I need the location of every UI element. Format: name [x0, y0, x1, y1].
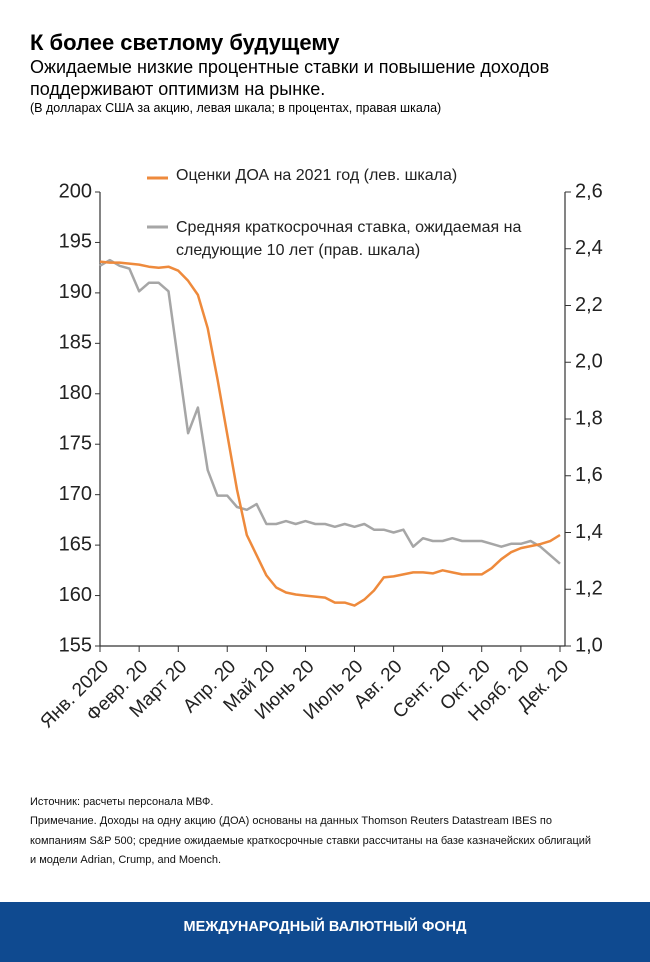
- y-tick-label: 185: [59, 332, 92, 354]
- y-tick-label: 155: [59, 634, 92, 656]
- footer-band: [0, 902, 650, 962]
- y2-tick-label: 1,0: [575, 634, 603, 656]
- y2-tick-label: 2,2: [575, 294, 603, 316]
- footer-text: МЕЖДУНАРОДНЫЙ ВАЛЮТНЫЙ ФОНД: [183, 919, 467, 935]
- units-note: (В долларах США за акцию, левая шкала; в…: [30, 101, 442, 115]
- y2-tick-label: 1,4: [575, 521, 603, 543]
- y-tick-label: 195: [59, 231, 92, 253]
- y-tick-label: 190: [59, 281, 92, 303]
- y2-tick-label: 1,6: [575, 464, 603, 486]
- chart-title: К более светлому будущему: [30, 30, 340, 55]
- chart: 155 160 165 170 175 180 185 190 195 200 1,0 1,2 1,4 1…: [37, 176, 603, 733]
- y2-tick-label: 2,0: [575, 351, 603, 373]
- y-tick-label: 200: [59, 180, 92, 202]
- y2-tick-label: 2,6: [575, 180, 603, 202]
- y-tick-label: 160: [59, 584, 92, 606]
- legend-label: Оценки ДОА на 2021 год (лев. шкала): [176, 167, 458, 184]
- data-line: [99, 260, 561, 607]
- y2-tick-label: 2,4: [575, 237, 603, 259]
- chart-subtitle: Ожидаемые низкие процентные ставки и пов…: [30, 57, 550, 99]
- y2-tick-label: 1,2: [575, 578, 603, 600]
- data-line: [99, 258, 561, 565]
- y-tick-label: 175: [59, 433, 92, 455]
- y-tick-label: 180: [59, 382, 92, 404]
- y-tick-label: 165: [59, 533, 92, 555]
- y2-tick-label: 1,8: [575, 407, 603, 429]
- y-tick-label: 170: [59, 483, 92, 505]
- note: Примечание. Доходы на одну акцию (ДОА) о…: [30, 815, 592, 866]
- source: Источник: расчеты персонала МВФ.: [30, 796, 214, 808]
- legend-label: Средняя краткосрочная ставка, ожидаемая …: [176, 219, 522, 259]
